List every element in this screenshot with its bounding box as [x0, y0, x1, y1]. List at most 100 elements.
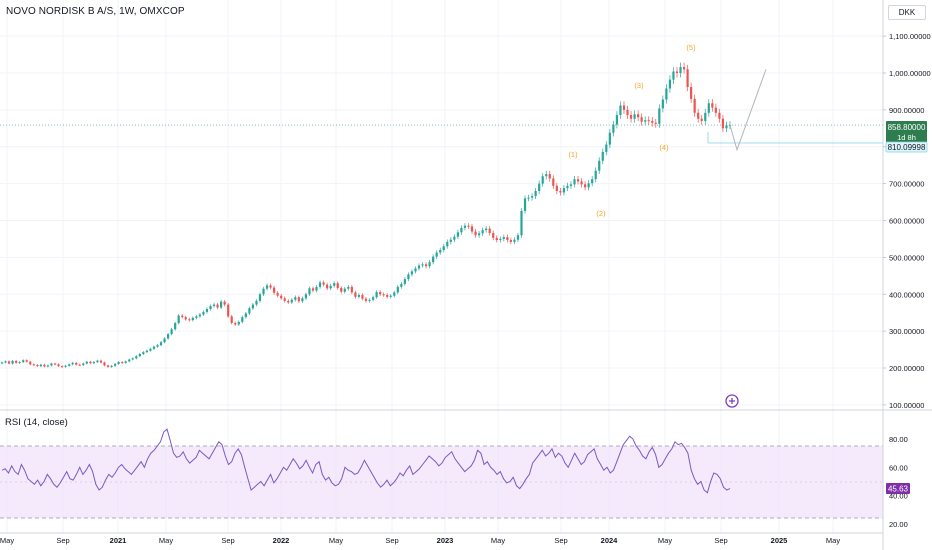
- candle-body: [573, 179, 576, 185]
- candle-body: [287, 300, 290, 303]
- rsi-current-label: 45.63: [886, 483, 910, 494]
- candle-body: [386, 294, 389, 297]
- chart-title[interactable]: NOVO NORDISK B A/S, 1W, OMXCOP: [6, 6, 185, 17]
- time-tick-label: 2021: [110, 536, 127, 545]
- rsi-axis[interactable]: 80.00 60.00 40.00 20.00: [889, 435, 908, 529]
- chart-grid: [0, 0, 883, 533]
- candle-body: [39, 364, 42, 367]
- candle-body: [446, 241, 449, 247]
- candle-body: [131, 358, 134, 360]
- time-axis[interactable]: May Sep 2021 May Sep 2022 May Sep 2023 May Sep 2024…: [0, 536, 840, 545]
- candle-body: [658, 108, 661, 124]
- candle-body: [608, 132, 611, 145]
- candle-body: [220, 301, 223, 308]
- time-tick-label: May: [826, 536, 840, 545]
- candle-body: [428, 262, 431, 267]
- candle-body: [294, 297, 297, 300]
- price-tick-label: 400.00000: [889, 290, 924, 299]
- candle-body: [29, 361, 32, 365]
- candle-body: [273, 287, 276, 293]
- candle-body: [615, 115, 619, 125]
- rsi-current-value: 45.63: [888, 485, 909, 494]
- price-axis[interactable]: 1,100.000001,000.00000900.00000800.00000…: [883, 32, 931, 410]
- candle-body: [304, 294, 308, 299]
- candle-body: [297, 297, 300, 302]
- candle-body: [318, 282, 322, 287]
- candle-body: [700, 118, 703, 121]
- candle-body: [693, 98, 696, 113]
- candle-body: [382, 294, 385, 296]
- candle-body: [449, 239, 452, 242]
- candle-body: [113, 363, 117, 366]
- candle-body: [32, 364, 35, 366]
- time-tick-label: May: [491, 536, 505, 545]
- candle-body: [626, 109, 629, 116]
- price-tick-label: 1,100.00000: [889, 32, 931, 41]
- candle-body: [470, 226, 474, 232]
- candle-body: [159, 342, 163, 346]
- candle-body: [506, 237, 509, 241]
- candle-body: [594, 170, 597, 180]
- candle-body: [50, 363, 53, 366]
- rsi-indicator-title[interactable]: RSI (14, close): [5, 417, 68, 428]
- candle-body: [283, 298, 286, 301]
- candle-body: [82, 363, 85, 366]
- wave-label: (1): [568, 150, 578, 159]
- candle-body: [640, 117, 643, 122]
- wave-label: (2): [596, 209, 606, 218]
- candle-body: [7, 361, 11, 364]
- candle-body: [456, 232, 459, 237]
- add-indicator-button[interactable]: [725, 394, 739, 408]
- candle-body: [612, 124, 615, 133]
- time-tick-label: May: [329, 536, 343, 545]
- candle-body: [135, 356, 138, 359]
- candle-body: [234, 323, 237, 325]
- target-price-value: 810.09998: [888, 143, 926, 152]
- elliott-wave-annotations: (1) (2) (3) (4) (5): [0, 43, 883, 218]
- candle-body: [686, 69, 689, 88]
- rsi-tick-label: 20.00: [889, 520, 908, 529]
- candle-body: [4, 361, 7, 363]
- candle-body: [379, 292, 382, 295]
- candle-body: [177, 315, 180, 324]
- candle-body: [368, 299, 371, 301]
- price-tick-label: 900.00000: [889, 106, 924, 115]
- candle-body: [647, 120, 650, 122]
- currency-button[interactable]: DKK: [888, 5, 926, 20]
- candle-body: [198, 314, 202, 317]
- candle-body: [60, 366, 64, 368]
- candle-body: [587, 183, 590, 188]
- target-price-label: 810.09998: [885, 141, 928, 153]
- last-price-value: 858.80000: [888, 123, 926, 132]
- candle-body: [637, 114, 640, 118]
- candle-body: [15, 360, 18, 363]
- candle-body: [170, 329, 173, 335]
- candle-body: [258, 294, 262, 301]
- candle-body: [110, 365, 113, 367]
- candle-body: [576, 179, 580, 182]
- candle-body: [562, 188, 566, 193]
- candle-body: [149, 348, 152, 351]
- candle-body: [230, 316, 233, 324]
- candle-body: [163, 338, 166, 343]
- candle-body: [184, 317, 187, 320]
- candle-body: [75, 362, 78, 365]
- time-tick-label: Sep: [385, 536, 398, 545]
- candle-body: [721, 118, 725, 129]
- candle-body: [495, 237, 498, 241]
- candle-body: [516, 235, 520, 240]
- time-tick-label: May: [159, 536, 173, 545]
- candle-body: [591, 179, 594, 184]
- candle-body: [357, 294, 361, 297]
- time-tick-label: 2025: [771, 536, 788, 545]
- candle-body: [665, 88, 668, 100]
- candle-body: [474, 231, 477, 236]
- candle-body: [89, 361, 92, 364]
- candle-body: [36, 365, 39, 367]
- candle-body: [690, 87, 693, 99]
- time-tick-label: Sep: [221, 536, 234, 545]
- candle-body: [290, 299, 293, 303]
- candle-body: [499, 238, 502, 241]
- candle-body: [53, 363, 57, 365]
